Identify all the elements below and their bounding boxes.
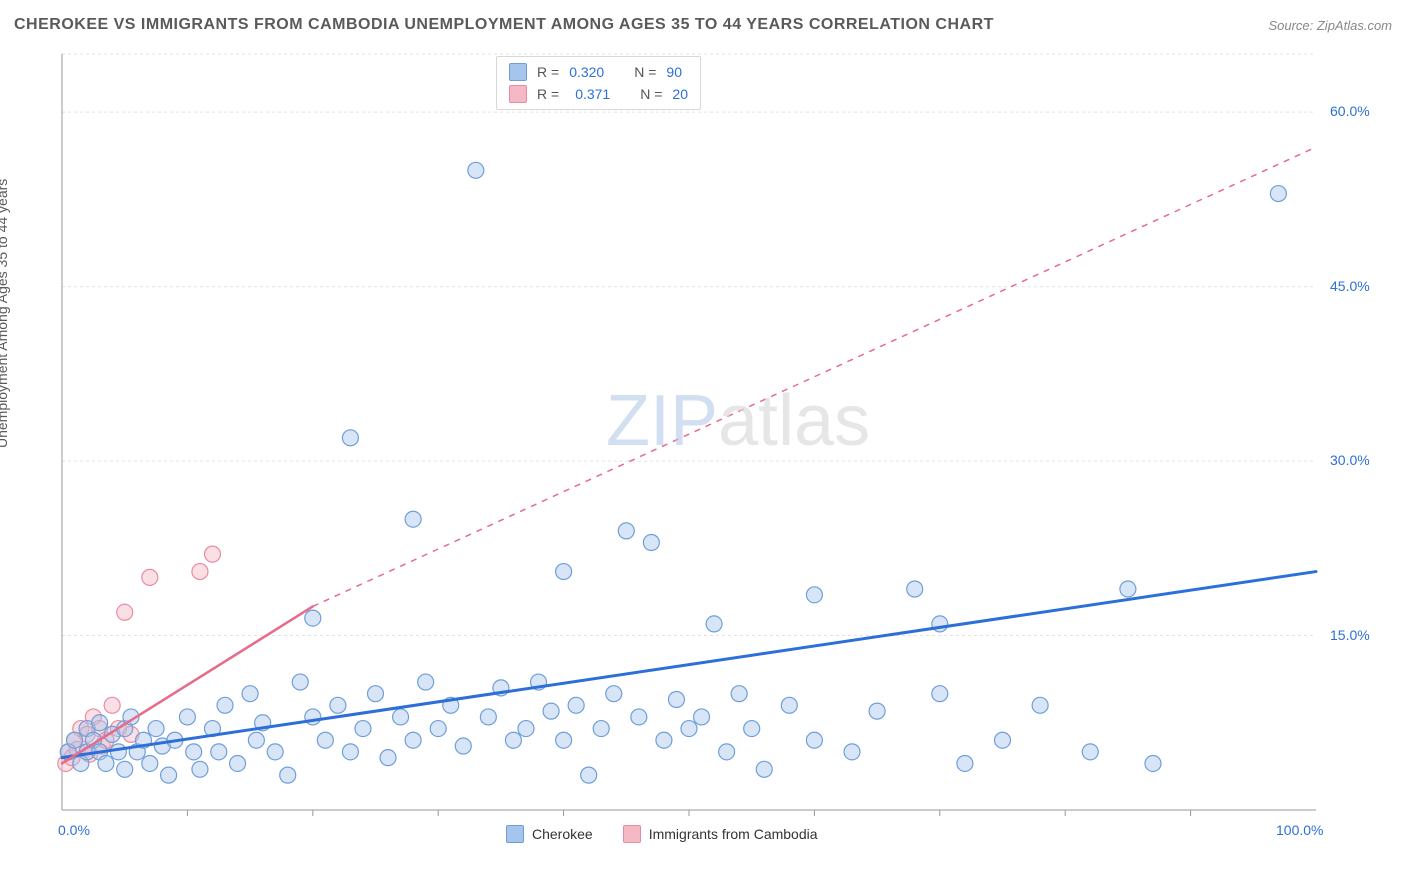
n-label: N = xyxy=(640,86,662,102)
header: CHEROKEE VS IMMIGRANTS FROM CAMBODIA UNE… xyxy=(14,16,1392,34)
swatch-series-1 xyxy=(509,63,527,81)
series-legend: Cherokee Immigrants from Cambodia xyxy=(506,825,818,843)
chart-svg xyxy=(56,50,1386,850)
y-axis-label: Unemployment Among Ages 35 to 44 years xyxy=(0,179,10,448)
x-tick-label: 100.0% xyxy=(1276,822,1323,838)
y-tick-label: 45.0% xyxy=(1330,278,1370,294)
n-label: N = xyxy=(634,64,656,80)
r-label: R = xyxy=(537,64,559,80)
legend-label-cherokee: Cherokee xyxy=(532,826,593,842)
n-value-series-1: 90 xyxy=(666,64,682,80)
n-value-series-2: 20 xyxy=(672,86,688,102)
swatch-cherokee xyxy=(506,825,524,843)
chart-container: CHEROKEE VS IMMIGRANTS FROM CAMBODIA UNE… xyxy=(0,0,1406,892)
y-tick-label: 60.0% xyxy=(1330,103,1370,119)
x-tick-label: 0.0% xyxy=(58,822,90,838)
r-label: R = xyxy=(537,86,559,102)
legend-item-cambodia: Immigrants from Cambodia xyxy=(623,825,818,843)
legend-label-cambodia: Immigrants from Cambodia xyxy=(649,826,818,842)
y-tick-label: 30.0% xyxy=(1330,452,1370,468)
stats-row-series-1: R = 0.320 N = 90 xyxy=(509,61,688,83)
source-attribution: Source: ZipAtlas.com xyxy=(1268,18,1392,33)
plot-area: ZIPatlas R = 0.320 N = 90 R = 0.371 N = … xyxy=(56,50,1386,850)
swatch-series-2 xyxy=(509,85,527,103)
r-value-series-2: 0.371 xyxy=(575,86,610,102)
r-value-series-1: 0.320 xyxy=(569,64,604,80)
y-tick-label: 15.0% xyxy=(1330,627,1370,643)
chart-title: CHEROKEE VS IMMIGRANTS FROM CAMBODIA UNE… xyxy=(14,16,994,34)
legend-item-cherokee: Cherokee xyxy=(506,825,593,843)
swatch-cambodia xyxy=(623,825,641,843)
stats-row-series-2: R = 0.371 N = 20 xyxy=(509,83,688,105)
stats-legend: R = 0.320 N = 90 R = 0.371 N = 20 xyxy=(496,56,701,110)
